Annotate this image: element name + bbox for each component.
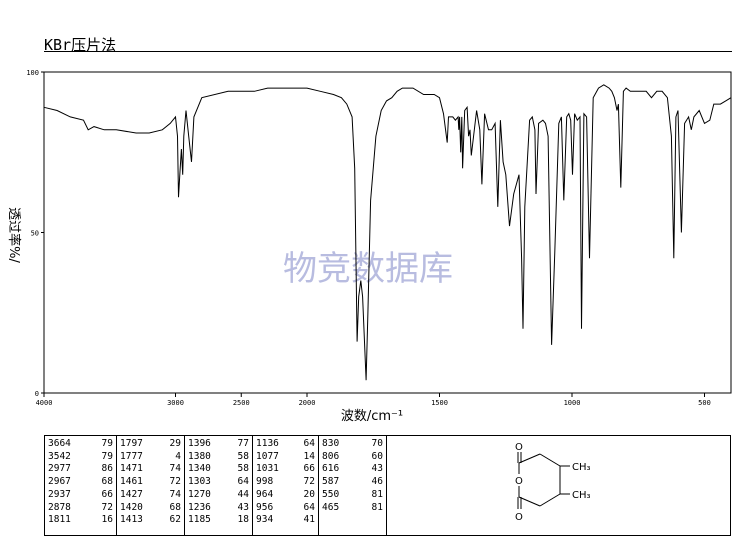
x-tick-label: 2500 xyxy=(233,399,250,407)
peak-row: 1420 68 xyxy=(120,501,181,513)
title-rule xyxy=(44,51,732,52)
plot-frame xyxy=(43,71,732,394)
atom-o-top: O xyxy=(515,442,523,453)
peak-row: 2977 86 xyxy=(48,463,113,475)
y-tick-label: 50 xyxy=(31,230,39,238)
peak-table-column: 1396 77 1380 58 1340 58 1303 64 1270 44 1236 4… xyxy=(185,436,253,535)
peak-row: 1236 43 xyxy=(188,501,249,513)
peak-row: 3542 79 xyxy=(48,450,113,462)
x-tick-label: 2000 xyxy=(299,399,316,407)
peak-row: 1077 14 xyxy=(256,450,315,462)
peak-row: 1461 72 xyxy=(120,476,181,488)
y-tick-label: 0 xyxy=(35,390,39,398)
x-tick-label: 500 xyxy=(698,399,711,407)
watermark: 物竞数据库 xyxy=(283,249,453,289)
methyl-label-top: CH₃ xyxy=(572,462,591,473)
x-axis-label: 波数/cm⁻¹ xyxy=(341,409,403,424)
peak-row: 616 43 xyxy=(322,463,383,475)
molecular-structure: O O O CH₃ CH₃ xyxy=(387,436,730,535)
methyl-label-bottom: CH₃ xyxy=(572,490,591,501)
peak-row: 587 46 xyxy=(322,476,383,488)
peak-row: 1185 18 xyxy=(188,514,249,526)
y-axis-label: 透过率%/ xyxy=(6,207,22,263)
peak-row: 550 81 xyxy=(322,488,383,500)
chart-title: KBr压片法 xyxy=(44,36,117,54)
peak-row: 2937 66 xyxy=(48,488,113,500)
peak-table: 3664 79 3542 79 2977 86 2967 68 2937 66 2878 7… xyxy=(44,435,731,536)
peak-row: 830 70 xyxy=(322,438,383,449)
peak-row: 1136 64 xyxy=(256,438,315,449)
peak-row: 956 64 xyxy=(256,501,315,513)
spectrum-line xyxy=(43,84,732,381)
x-tick-label: 4000 xyxy=(36,399,53,407)
atom-o-ring: O xyxy=(515,476,523,487)
peak-row: 3664 79 xyxy=(48,438,113,449)
peak-row: 964 20 xyxy=(256,488,315,500)
peak-row: 2878 72 xyxy=(48,501,113,513)
peak-row: 1396 77 xyxy=(188,438,249,449)
peak-table-column: 1797 29 1777 4 1471 74 1461 72 1427 74 1420 68… xyxy=(117,436,185,535)
peak-row: 1340 58 xyxy=(188,463,249,475)
peak-row: 1777 4 xyxy=(120,450,181,462)
peak-row: 806 60 xyxy=(322,450,383,462)
x-tick-label: 3000 xyxy=(167,399,184,407)
peak-row: 1811 16 xyxy=(48,514,113,526)
y-tick-label: 100 xyxy=(26,69,39,77)
peak-row: 998 72 xyxy=(256,476,315,488)
peak-row: 1270 44 xyxy=(188,488,249,500)
peak-row: 1031 66 xyxy=(256,463,315,475)
peak-table-column: 3664 79 3542 79 2977 86 2967 68 2937 66 2878 7… xyxy=(45,436,117,535)
peak-row: 1380 58 xyxy=(188,450,249,462)
peak-table-column: 1136 64 1077 14 1031 66 998 72 964 20 956 64 9… xyxy=(253,436,319,535)
ir-spectrum-chart: 0 50 100 4000 3000 2500 2000 1500 1000 500 物竞数据库… xyxy=(6,69,732,424)
peak-row: 1427 74 xyxy=(120,488,181,500)
peak-table-column: 830 70 806 60 616 43 587 46 550 81 465 81 xyxy=(319,436,387,535)
atom-o-bottom: O xyxy=(515,512,523,523)
x-tick-label: 1500 xyxy=(431,399,448,407)
peak-row: 1797 29 xyxy=(120,438,181,449)
x-tick-label: 1000 xyxy=(564,399,581,407)
peak-row: 1413 62 xyxy=(120,514,181,526)
peak-row: 1303 64 xyxy=(188,476,249,488)
peak-row: 2967 68 xyxy=(48,476,113,488)
peak-row: 1471 74 xyxy=(120,463,181,475)
peak-row: 465 81 xyxy=(322,501,383,513)
peak-row: 934 41 xyxy=(256,514,315,526)
